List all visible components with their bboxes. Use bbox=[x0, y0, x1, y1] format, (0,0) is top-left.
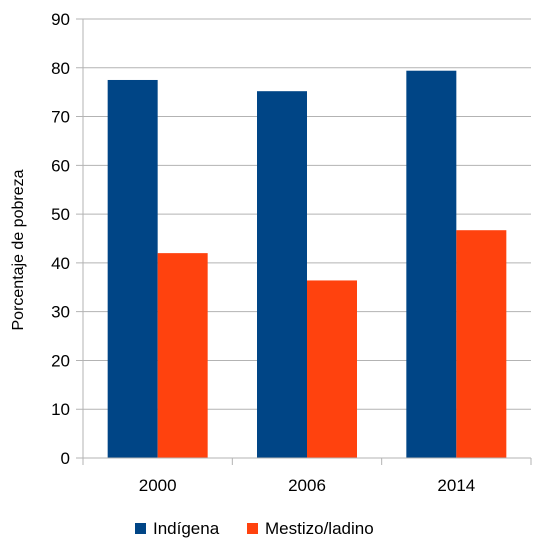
y-tick-label: 90 bbox=[51, 10, 70, 29]
bar-mestizo-ladino-2014 bbox=[456, 230, 507, 458]
y-tick-label: 70 bbox=[51, 108, 70, 127]
bar-mestizo-ladino-2000 bbox=[157, 253, 208, 458]
x-tick-label: 2006 bbox=[288, 476, 326, 495]
legend-label: Indígena bbox=[153, 519, 220, 538]
bars bbox=[107, 70, 507, 459]
bar-ind-gena-2014 bbox=[406, 70, 457, 459]
axes bbox=[76, 19, 532, 465]
x-tick-label: 2000 bbox=[139, 476, 177, 495]
y-tick-label: 0 bbox=[61, 449, 70, 468]
bar-ind-gena-2006 bbox=[257, 91, 307, 459]
y-tick-labels: 0 10 20 30 40 50 60 70 80 90 bbox=[51, 10, 70, 468]
bar-mestizo-ladino-2006 bbox=[307, 280, 357, 458]
legend-swatch bbox=[135, 523, 146, 534]
y-tick-label: 30 bbox=[51, 303, 70, 322]
legend: Indígena Mestizo/ladino bbox=[135, 519, 374, 538]
y-tick-label: 80 bbox=[51, 59, 70, 78]
bar-ind-gena-2000 bbox=[107, 79, 158, 458]
y-tick-label: 10 bbox=[51, 400, 70, 419]
x-tick-labels: 2000 2006 2014 bbox=[139, 476, 475, 495]
legend-swatch bbox=[247, 523, 258, 534]
y-axis-title: Porcentaje de pobreza bbox=[10, 169, 27, 330]
y-tick-label: 60 bbox=[51, 156, 70, 175]
y-tick-label: 50 bbox=[51, 205, 70, 224]
y-tick-label: 20 bbox=[51, 351, 70, 370]
x-tick-label: 2014 bbox=[437, 476, 475, 495]
legend-label: Mestizo/ladino bbox=[265, 519, 374, 538]
y-tick-label: 40 bbox=[51, 254, 70, 273]
